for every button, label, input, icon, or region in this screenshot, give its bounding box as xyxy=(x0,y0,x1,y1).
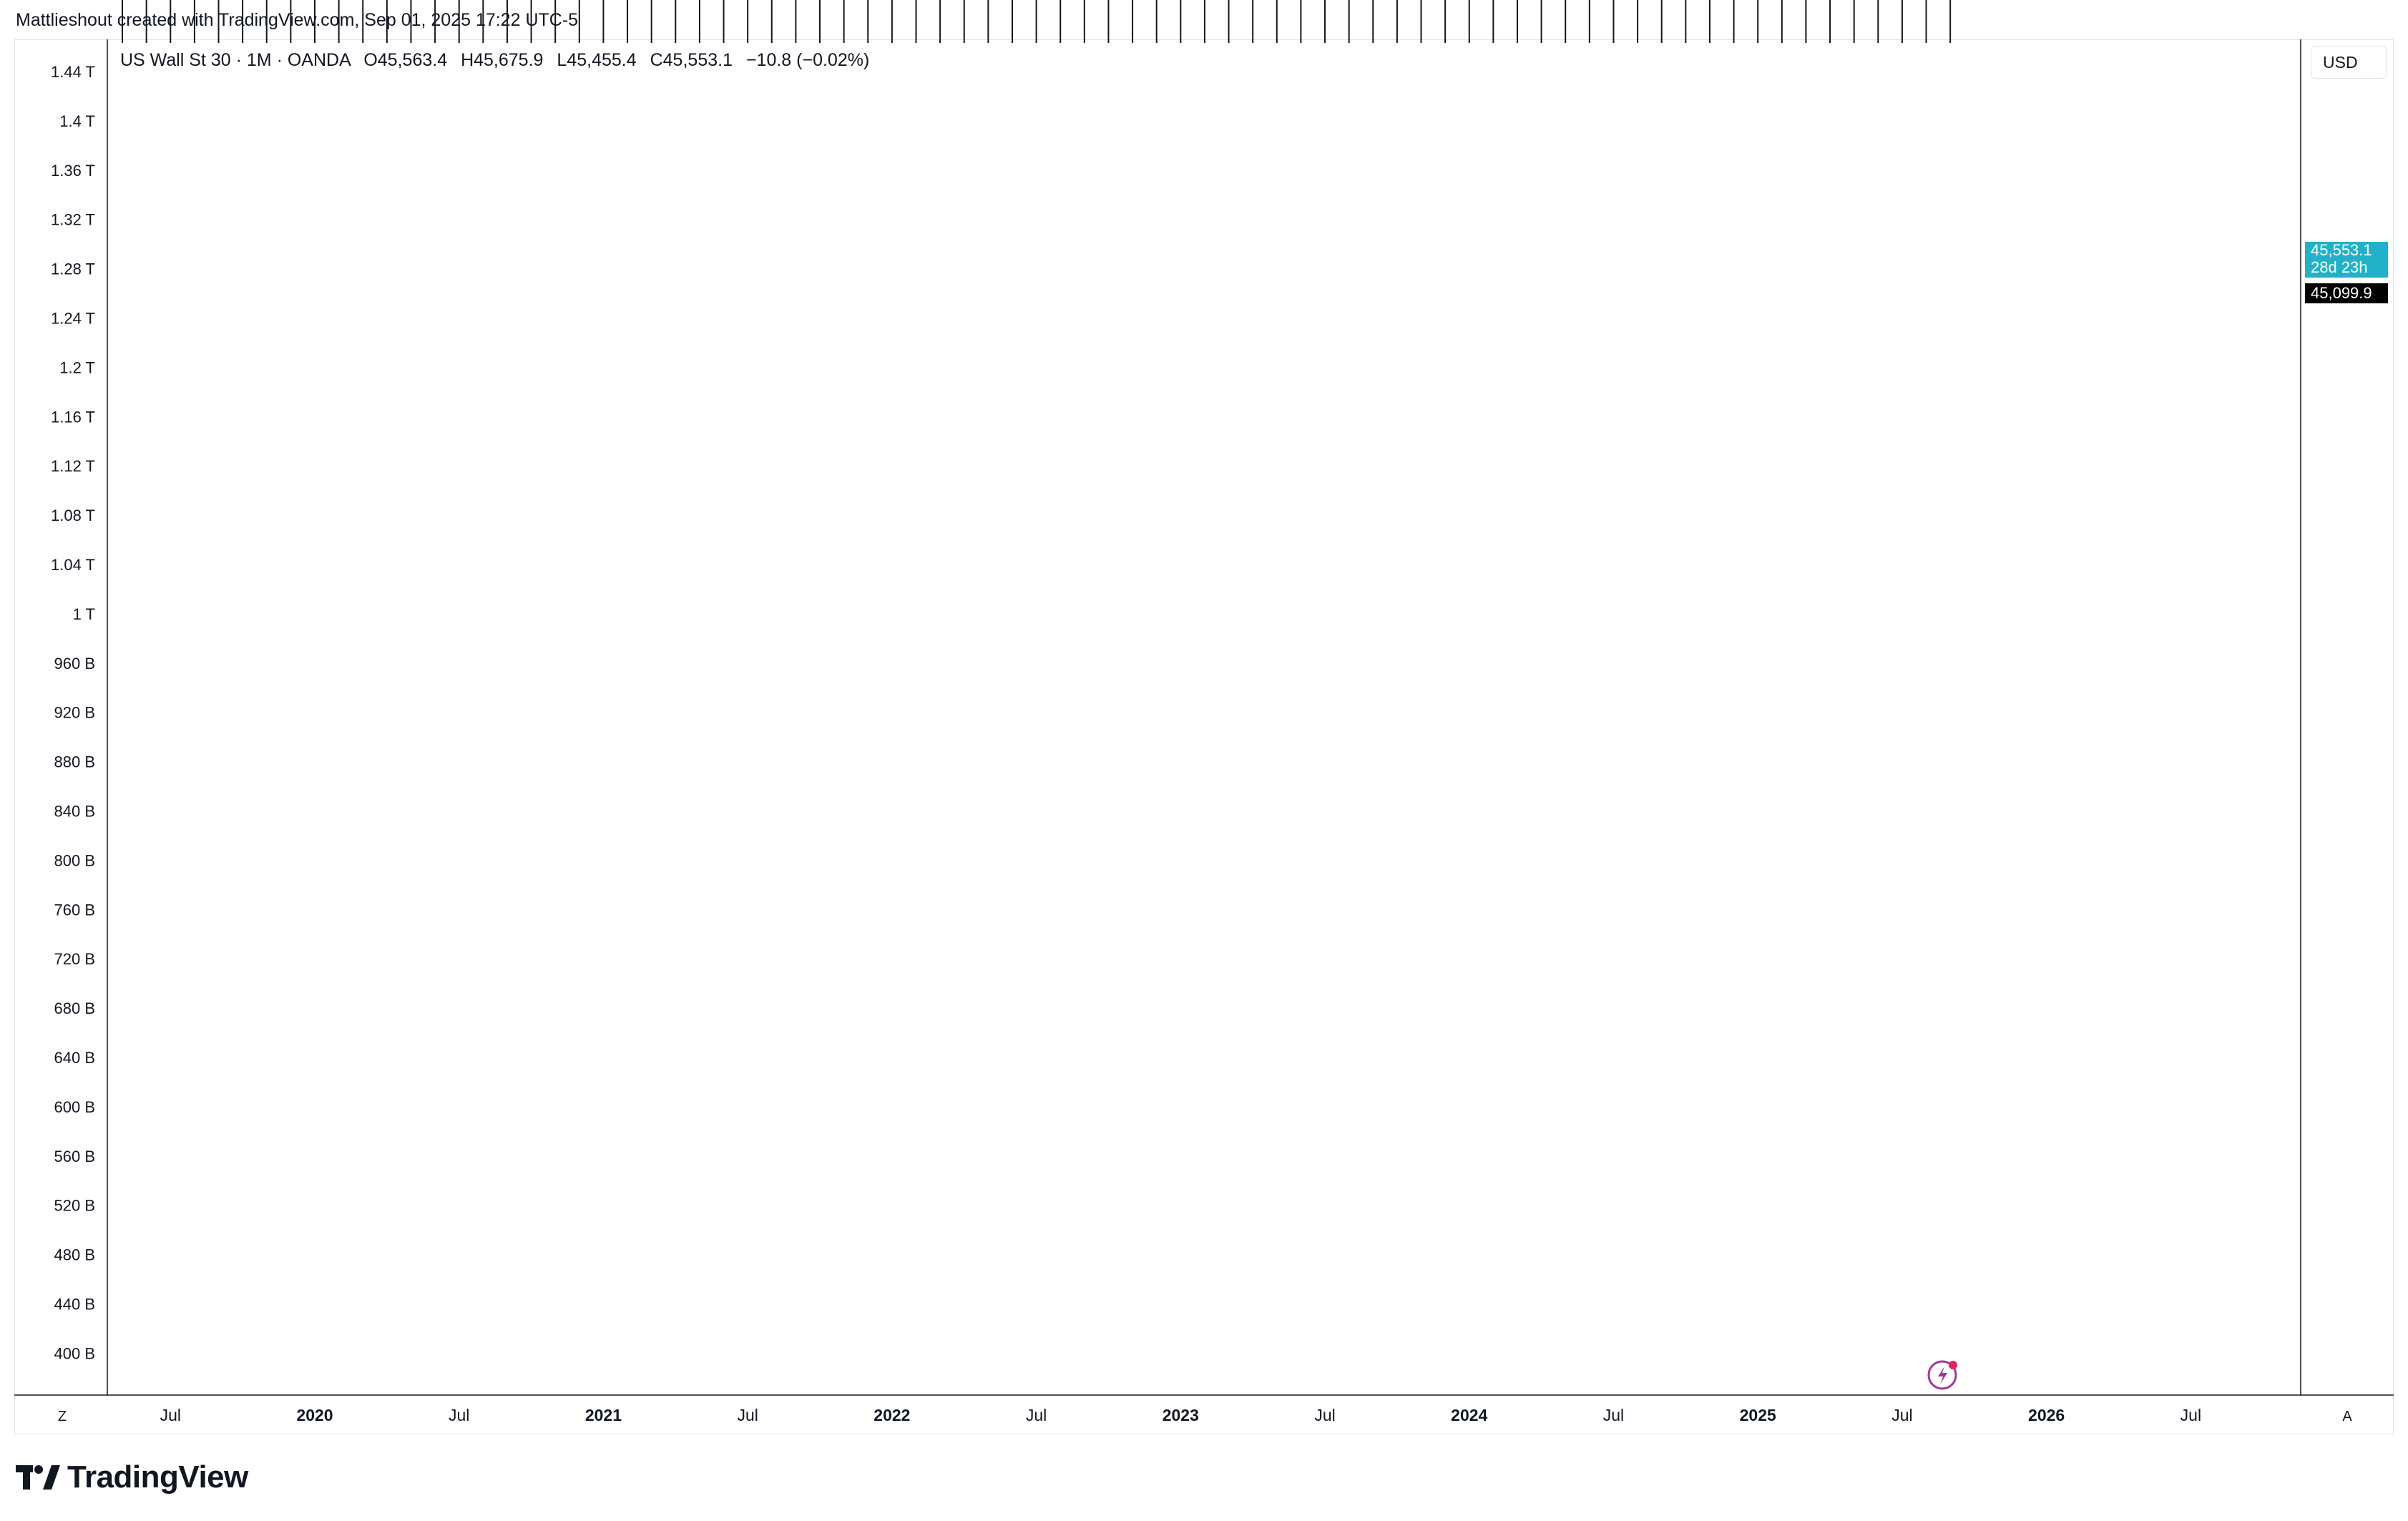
left-axis-tick-label: 1.4 T xyxy=(59,112,95,130)
time-axis-tick-label: 2024 xyxy=(1451,1406,1487,1424)
close-value: 45,553.1 xyxy=(662,50,733,70)
time-axis-tick-label: Jul xyxy=(1891,1406,1912,1424)
left-axis-tick-label: 1.28 T xyxy=(51,260,95,278)
left-axis-tick-label: 1.36 T xyxy=(51,162,95,180)
time-axis-tick-label: Jul xyxy=(1026,1406,1047,1424)
left-axis-tick-label: 1.08 T xyxy=(51,507,95,524)
left-axis-tick-label: 1.16 T xyxy=(51,408,95,426)
low-value: 45,455.4 xyxy=(567,50,637,70)
left-axis-tick-label: 440 B xyxy=(54,1296,96,1314)
left-axis-tick-label: 1.24 T xyxy=(51,310,95,328)
left-axis-tick-label: 640 B xyxy=(54,1049,96,1067)
left-axis-tick-label: 720 B xyxy=(54,950,96,968)
time-axis-tick-label: 2021 xyxy=(585,1406,622,1424)
horizontal-line-price-label: 45,099.9 xyxy=(2305,283,2388,303)
zoom-button[interactable]: Z xyxy=(57,1408,67,1424)
change-value: −10.8 (−0.02%) xyxy=(745,50,870,70)
left-axis-tick-label: 680 B xyxy=(54,999,96,1017)
left-axis-tick-label: 520 B xyxy=(54,1197,96,1215)
open-value: 45,563.4 xyxy=(377,50,448,70)
open-label: O xyxy=(363,50,378,70)
left-axis-tick-label: 920 B xyxy=(54,704,96,722)
countdown-value: 28d 23h xyxy=(2311,258,2368,276)
left-axis-tick-label: 480 B xyxy=(54,1246,96,1264)
left-axis-tick-label: 600 B xyxy=(54,1098,96,1116)
time-axis-tick-label: 2023 xyxy=(1163,1406,1199,1424)
time-axis-tick-label: Jul xyxy=(2181,1406,2201,1424)
left-axis-tick-label: 560 B xyxy=(54,1148,96,1165)
left-axis-tick-label: 880 B xyxy=(54,753,96,771)
current-price-value: 45,553.1 xyxy=(2311,241,2372,259)
time-axis-tick-label: Jul xyxy=(1314,1406,1335,1424)
current-price-label: 45,553.1 28d 23h xyxy=(2305,242,2388,278)
left-axis-tick-label: 840 B xyxy=(54,803,96,821)
time-axis-tick-label: 2025 xyxy=(1740,1406,1776,1424)
left-axis-tick-label: 800 B xyxy=(54,851,96,869)
tradingview-logo-text: TradingView xyxy=(67,1459,248,1495)
left-axis-tick-label: 1.32 T xyxy=(51,211,95,229)
close-label: C xyxy=(650,50,663,70)
left-axis-tick-label: 1.12 T xyxy=(51,457,95,475)
auto-scale-button[interactable]: A xyxy=(2342,1408,2352,1424)
tradingview-logo[interactable]: TradingView xyxy=(16,1459,248,1495)
high-value: 45,675.9 xyxy=(474,50,544,70)
lightning-icon xyxy=(1938,1366,1947,1384)
horizontal-line-value: 45,099.9 xyxy=(2311,284,2372,302)
left-axis-tick-label: 400 B xyxy=(54,1344,96,1362)
tradingview-logo-icon xyxy=(16,1465,60,1490)
symbol-legend: US Wall St 30 · 1M · OANDA O45,563.4 H45… xyxy=(120,50,869,71)
chart-caption: Mattlieshout created with TradingView.co… xyxy=(16,10,579,30)
low-label: L xyxy=(557,50,567,70)
time-axis-tick-label: Jul xyxy=(160,1406,181,1424)
left-axis-tick-label: 1.2 T xyxy=(59,358,95,376)
left-axis-tick-label: 960 B xyxy=(54,655,96,673)
time-axis-tick-label: Jul xyxy=(1603,1406,1624,1424)
currency-selector[interactable]: USD xyxy=(2311,46,2387,79)
event-dot-icon xyxy=(1949,1361,1957,1369)
time-axis-tick-label: 2022 xyxy=(873,1406,910,1424)
left-axis-tick-label: 1 T xyxy=(73,605,95,623)
high-label: H xyxy=(461,50,474,70)
left-axis-tick-label: 1.44 T xyxy=(51,63,95,81)
time-axis-tick-label: Jul xyxy=(737,1406,758,1424)
candlestick-chart[interactable]: 1.44 T 1.4 T 1.36 T 1.32 T 1.28 T 1.24 T 1.2 T… xyxy=(0,0,2408,1438)
time-axis-tick-label: Jul xyxy=(449,1406,469,1424)
left-axis-tick-label: 760 B xyxy=(54,901,96,919)
time-axis-tick-label: 2026 xyxy=(2028,1406,2065,1424)
symbol-name[interactable]: US Wall St 30 · 1M · OANDA xyxy=(120,50,351,70)
left-axis-tick-label: 1.04 T xyxy=(51,556,95,574)
time-axis-tick-label: 2020 xyxy=(296,1406,333,1424)
